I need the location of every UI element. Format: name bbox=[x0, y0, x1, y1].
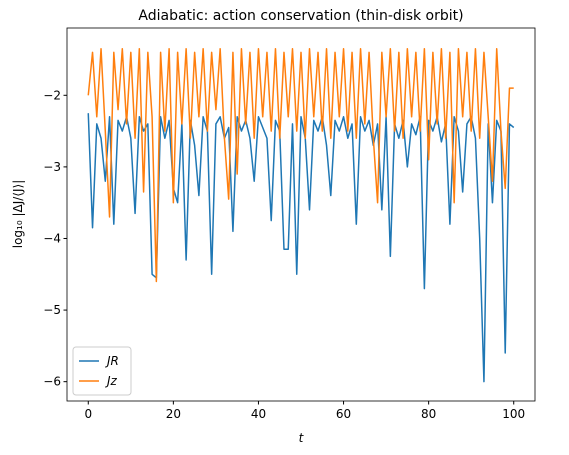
x-tick-label: 60 bbox=[336, 407, 351, 421]
x-axis-label: t bbox=[299, 431, 305, 445]
y-tick-label: −5 bbox=[43, 303, 61, 317]
x-tick-label: 20 bbox=[166, 407, 181, 421]
legend-box bbox=[72, 346, 132, 396]
y-tick-label: −6 bbox=[43, 375, 61, 389]
legend-label: JR bbox=[105, 354, 119, 368]
y-tick-label: −3 bbox=[43, 160, 61, 174]
legend-label: Jz bbox=[105, 374, 118, 388]
x-tick-label: 100 bbox=[502, 407, 525, 421]
x-tick-label: 80 bbox=[421, 407, 436, 421]
x-tick-label: 0 bbox=[84, 407, 92, 421]
plot-frame bbox=[66, 27, 536, 402]
data-line bbox=[87, 48, 514, 283]
chart-title: Adiabatic: action conservation (thin-dis… bbox=[138, 8, 463, 24]
y-tick-label: −4 bbox=[43, 231, 61, 245]
y-axis-label: log₁₀ |ΔJ/⟨J⟩| bbox=[11, 180, 25, 249]
data-line bbox=[87, 113, 515, 383]
x-tick-label: 40 bbox=[251, 407, 266, 421]
y-tick-label: −2 bbox=[43, 88, 61, 102]
